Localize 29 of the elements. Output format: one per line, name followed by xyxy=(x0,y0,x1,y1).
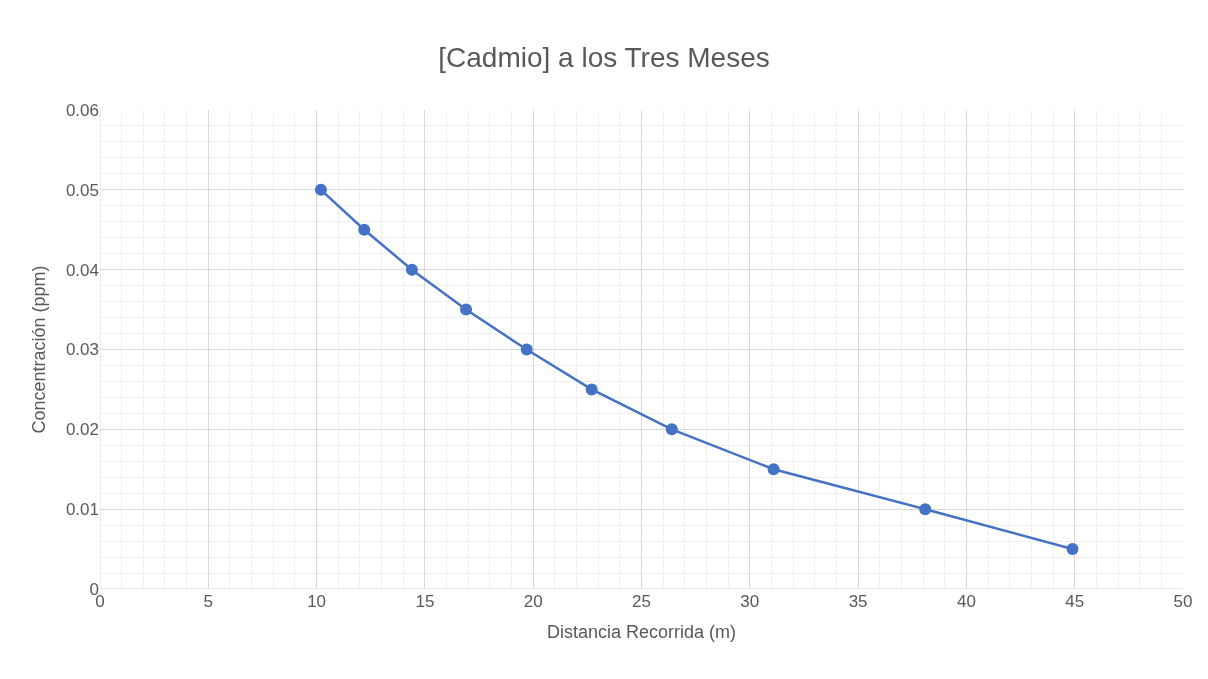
x-tick-label: 40 xyxy=(956,592,976,611)
x-tick-label: 45 xyxy=(1065,592,1085,611)
point xyxy=(1066,543,1079,556)
x-tick-label: 5 xyxy=(203,592,214,611)
point xyxy=(767,463,780,476)
point xyxy=(358,223,371,236)
y-tick-label: 0.05 xyxy=(65,180,99,200)
point xyxy=(520,343,533,356)
point xyxy=(314,183,327,196)
x-tick-label: 15 xyxy=(415,592,435,611)
point xyxy=(405,263,418,276)
x-tick-label: 20 xyxy=(523,592,543,611)
point xyxy=(665,423,678,436)
y-tick-label: 0.01 xyxy=(65,500,99,520)
x-tick-label: 30 xyxy=(740,592,760,611)
x-tick-label: 35 xyxy=(848,592,868,611)
x-tick-label: 25 xyxy=(632,592,651,611)
x-tick-label: 10 xyxy=(307,592,327,611)
y-tick-label: 0.06 xyxy=(65,100,99,120)
point xyxy=(460,303,473,316)
y-tick-label: 0.02 xyxy=(65,420,99,440)
point xyxy=(919,503,932,516)
y-tick-label: 0.04 xyxy=(65,260,99,280)
x-axis-title: Distancia Recorrida (m) xyxy=(546,622,737,643)
chart-title: [Cadmio] a los Tres Meses xyxy=(438,42,770,74)
y-axis-title: Concentración (ppm) xyxy=(29,265,50,434)
x-tick-label: 50 xyxy=(1173,592,1193,611)
y-tick-label: 0.03 xyxy=(65,340,99,360)
point xyxy=(585,383,598,396)
